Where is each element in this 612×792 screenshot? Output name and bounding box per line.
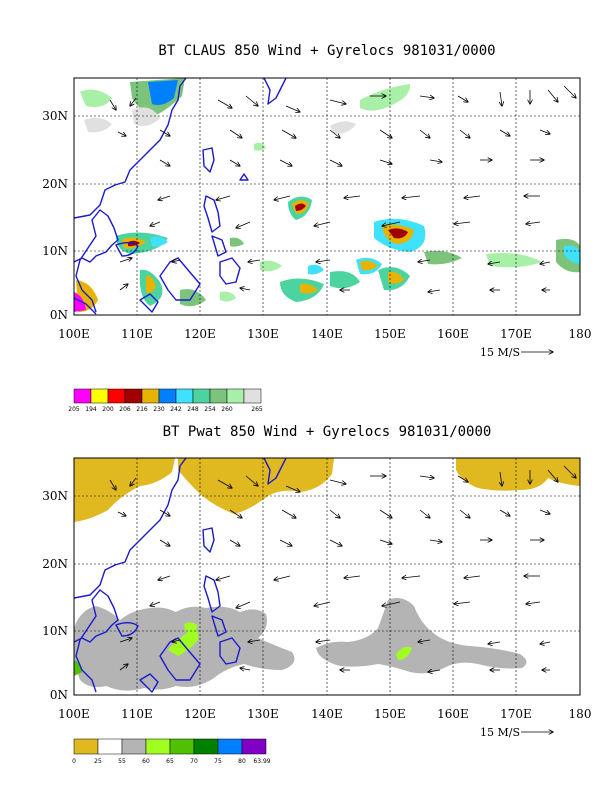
lon-label: 180 (569, 707, 592, 721)
lon-label: 100E (58, 707, 90, 721)
colorbar-swatch (141, 388, 160, 404)
wind-vectors (109, 85, 576, 292)
panel-1-lat-labels: 0N 10N 20N 30N (42, 109, 68, 322)
colorbar-swatch (90, 388, 109, 404)
panel-1-colorbar: 205 194 200 206 216 230 242 248 254 260 … (68, 388, 263, 413)
colorbar-label: 265 (251, 406, 263, 413)
colorbar-label: 63.99 (253, 758, 270, 765)
colorbar-label: 25 (94, 758, 102, 765)
lat-label: 20N (42, 557, 68, 571)
lat-label: 20N (42, 177, 68, 191)
panel-1-map-area (74, 78, 580, 315)
lat-label: 30N (42, 109, 68, 123)
panel-2-map-area (74, 458, 580, 695)
colorbar-label: 55 (118, 758, 126, 765)
colorbar-label: 216 (136, 406, 148, 413)
colorbar-swatch (97, 738, 123, 755)
pwat-map-panel: BT Pwat 850 Wind + Gyrelocs 981031/0000 (42, 424, 591, 765)
lon-label: 180 (569, 327, 592, 341)
colorbar-label: 0 (72, 758, 76, 765)
colorbar-label: 60 (142, 758, 150, 765)
colorbar-swatch (209, 388, 228, 404)
coastlines (74, 78, 287, 315)
lon-label: 160E (437, 327, 469, 341)
graticule (74, 458, 580, 695)
panel-2-title: BT Pwat 850 Wind + Gyrelocs 981031/0000 (163, 424, 492, 440)
colorbar-swatch (169, 738, 195, 755)
lon-label: 150E (374, 707, 406, 721)
lon-label: 140E (311, 327, 343, 341)
lon-label: 100E (58, 327, 90, 341)
panel-2-frame (73, 457, 581, 696)
lon-label: 170E (500, 707, 532, 721)
colorbar-label: 200 (102, 406, 114, 413)
colorbar-label: 230 (153, 406, 165, 413)
colorbar-swatch (193, 738, 219, 755)
colorbar-swatch (158, 388, 177, 404)
colorbar-label: 75 (214, 758, 222, 765)
colorbar-swatch (192, 388, 211, 404)
colorbar-swatch (73, 388, 92, 404)
panel-1-frame (73, 77, 581, 316)
reference-vector-label: 15 M/S (480, 346, 520, 359)
panel-2-colorbar: 0 25 55 60 65 70 75 80 63.99 (72, 738, 271, 765)
colorbar-swatch (175, 388, 194, 404)
colorbar-label: 254 (204, 406, 216, 413)
claus-map-panel: BT CLAUS 850 Wind + Gyrelocs 981031/0000 (42, 43, 591, 413)
colorbar-label: 65 (166, 758, 174, 765)
panel-1-title: BT CLAUS 850 Wind + Gyrelocs 981031/0000 (158, 43, 495, 59)
colorbar-swatch (226, 388, 245, 404)
coastlines (74, 458, 287, 693)
lon-label: 170E (500, 327, 532, 341)
lat-label: 10N (42, 244, 68, 258)
colorbar-label: 80 (238, 758, 246, 765)
panel-2-lat-labels: 0N 10N 20N 30N (42, 489, 68, 702)
colorbar-label: 194 (85, 406, 97, 413)
colorbar-swatch (121, 738, 147, 755)
colorbar-swatch (243, 388, 262, 404)
colorbar-label: 242 (170, 406, 182, 413)
lon-label: 160E (437, 707, 469, 721)
colorbar-label: 206 (119, 406, 131, 413)
colorbar-swatch (217, 738, 243, 755)
lon-label: 140E (311, 707, 343, 721)
colorbar-swatch (124, 388, 143, 404)
lon-label: 110E (121, 327, 153, 341)
lon-label: 110E (121, 707, 153, 721)
lon-label: 130E (247, 707, 279, 721)
colorbar-label: 248 (187, 406, 199, 413)
lat-label: 30N (42, 489, 68, 503)
colorbar-swatch (73, 738, 99, 755)
colorbar-swatch (107, 388, 126, 404)
colorbar-label: 70 (190, 758, 198, 765)
lat-label: 10N (42, 624, 68, 638)
lon-label: 120E (184, 707, 216, 721)
panel-1-lon-labels: 100E 110E 120E 130E 140E 150E 160E 170E … (58, 327, 591, 341)
colorbar-label: 205 (68, 406, 80, 413)
panel-2-lon-labels: 100E 110E 120E 130E 140E 150E 160E 170E … (58, 707, 591, 721)
lat-label: 0N (50, 688, 68, 702)
wind-vectors (109, 465, 576, 672)
lon-label: 130E (247, 327, 279, 341)
colorbar-swatch (145, 738, 171, 755)
colorbar-swatch (241, 738, 267, 755)
reference-vector-label: 15 M/S (480, 726, 520, 739)
lon-label: 120E (184, 327, 216, 341)
colorbar-label: 260 (221, 406, 233, 413)
graticule (74, 78, 580, 315)
lon-label: 150E (374, 327, 406, 341)
lat-label: 0N (50, 308, 68, 322)
